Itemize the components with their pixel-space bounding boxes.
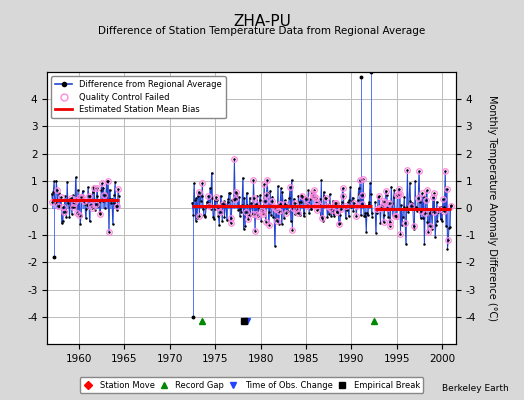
Y-axis label: Monthly Temperature Anomaly Difference (°C): Monthly Temperature Anomaly Difference (… bbox=[487, 95, 497, 321]
Legend: Station Move, Record Gap, Time of Obs. Change, Empirical Break: Station Move, Record Gap, Time of Obs. C… bbox=[80, 377, 423, 393]
Text: Difference of Station Temperature Data from Regional Average: Difference of Station Temperature Data f… bbox=[99, 26, 425, 36]
Text: ZHA-PU: ZHA-PU bbox=[233, 14, 291, 29]
Text: Berkeley Earth: Berkeley Earth bbox=[442, 384, 508, 393]
